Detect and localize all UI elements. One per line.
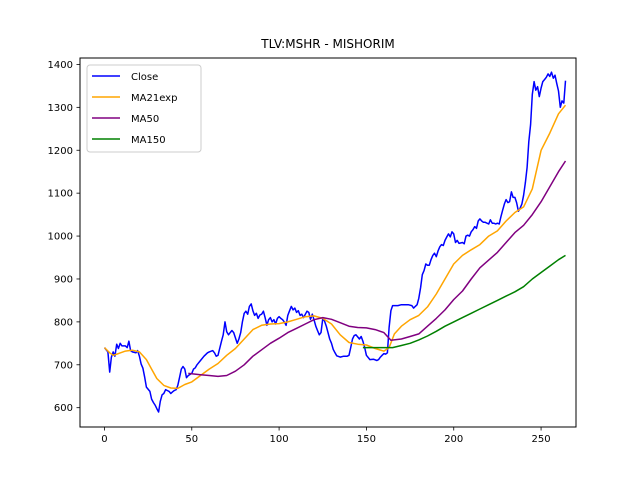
y-tick-label: 1200 xyxy=(48,146,73,157)
x-tick-label: 150 xyxy=(357,434,376,445)
legend-box xyxy=(86,64,202,153)
x-tick-label: 100 xyxy=(270,434,289,445)
y-tick-label: 1400 xyxy=(48,60,73,71)
plot-area xyxy=(79,57,577,428)
series-line-1 xyxy=(103,104,567,390)
x-axis: 0 50 100 150 200 250 xyxy=(101,427,551,445)
x-tick-label: 200 xyxy=(444,434,463,445)
y-tick-label: 700 xyxy=(54,360,73,371)
chart-title: TLV:MSHR - MISHORIM xyxy=(260,37,394,51)
legend-label-2: MA50 xyxy=(131,114,159,125)
y-tick-label: 1000 xyxy=(48,232,73,243)
x-tick-label: 50 xyxy=(185,434,198,445)
series-line-2 xyxy=(188,160,567,378)
y-tick-label: 900 xyxy=(54,274,73,285)
y-axis: 600 700 800 900 1000 1100 1200 1300 1400 xyxy=(48,60,80,414)
axes-frame xyxy=(79,57,577,428)
series-lines xyxy=(103,71,567,413)
y-tick-label: 1100 xyxy=(48,189,73,200)
legend-label-1: MA21exp xyxy=(131,93,177,104)
legend-label-3: MA150 xyxy=(131,135,166,146)
legend: Close MA21exp MA50 MA150 xyxy=(86,64,202,153)
series-line-0 xyxy=(103,71,567,413)
x-tick-label: 0 xyxy=(101,434,107,445)
y-tick-label: 800 xyxy=(54,317,73,328)
y-tick-label: 1300 xyxy=(48,103,73,114)
y-tick-label: 600 xyxy=(54,403,73,414)
x-tick-label: 250 xyxy=(532,434,551,445)
series-line-3 xyxy=(362,254,566,349)
legend-label-0: Close xyxy=(131,72,158,83)
